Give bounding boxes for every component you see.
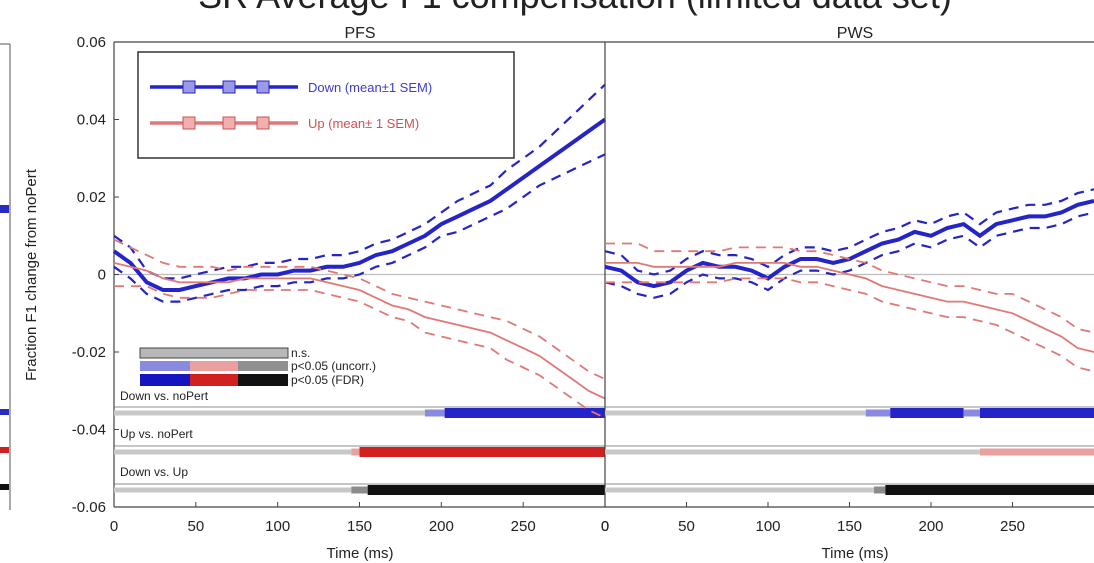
sig-legend-fdr-blue — [140, 374, 190, 386]
sig-bar-pws-0-2 — [890, 408, 964, 418]
sig-bar-pws-0-3 — [963, 409, 980, 417]
panel-pws: 0 50 100 150 200 250 — [601, 41, 1094, 535]
x-tick-label-pws-4: 200 — [918, 518, 943, 535]
legend-marker-up-3 — [256, 116, 270, 130]
y-tick-label-6: -0.06 — [72, 499, 106, 516]
comparison-label-up-vs-nopert: Up vs. noPert — [120, 427, 193, 441]
sig-bar-pws-1-0 — [605, 449, 980, 455]
sig-bar-pfs-0-1 — [424, 409, 445, 417]
comparison-label-down-vs-up: Down vs. Up — [120, 465, 188, 479]
x-tick-label-pws-0: 0 — [601, 518, 609, 535]
x-axis-label-pws: Time (ms) — [822, 545, 889, 562]
series-up-sem-upper-pfs — [113, 238, 606, 380]
sig-bar-pfs-0-0 — [114, 410, 425, 416]
x-tick-label-pfs-0: 0 — [110, 518, 118, 535]
comparison-label-down-vs-nopert: Down vs. noPert — [120, 389, 209, 403]
legend-label-down: Down (mean±1 SEM) — [308, 80, 432, 95]
series-up-sem-upper-pws — [605, 242, 1094, 334]
legend-marker-down-3 — [256, 80, 270, 94]
series-down-mean-pfs — [112, 117, 607, 292]
x-tick-label-pws-5: 250 — [1000, 518, 1025, 535]
sig-bar-pfs-1-2 — [359, 447, 605, 457]
sig-bar-pfs-0-2 — [444, 408, 605, 418]
series-up-sem-lower-pws — [605, 277, 1094, 373]
sig-bar-pws-2-2 — [885, 485, 1094, 495]
sig-legend-label-fdr: p<0.05 (FDR) — [291, 373, 364, 387]
legend-marker-down-2 — [222, 80, 236, 94]
sig-bar-pfs-1-0 — [114, 449, 352, 455]
legend-marker-up-1 — [182, 116, 196, 130]
sig-bar-pfs-2-2 — [367, 485, 605, 495]
y-tick-label-4: -0.02 — [72, 344, 106, 361]
sig-bar-pws-1-1 — [979, 448, 1094, 456]
sig-bar-pws-2-0 — [605, 487, 874, 493]
y-tick-label-5: -0.04 — [72, 422, 106, 439]
y-tick-label-0: 0.06 — [77, 34, 106, 51]
sig-bar-pfs-2-1 — [351, 486, 368, 494]
sig-bar-pws-0-4 — [979, 408, 1094, 418]
x-tick-label-pfs-5: 250 — [511, 518, 536, 535]
y-axis-label: Fraction F1 change from noPert — [23, 168, 40, 381]
legend: Down (mean±1 SEM) Up (mean± 1 SEM) — [137, 51, 515, 159]
panel-title-pfs: PFS — [344, 25, 375, 42]
sig-legend-label-ns: n.s. — [291, 346, 310, 360]
x-tick-label-pfs-3: 150 — [347, 518, 372, 535]
x-tick-label-pfs-2: 100 — [265, 518, 290, 535]
y-tick-label-1: 0.04 — [77, 112, 106, 129]
sig-legend-uncorr-blue — [140, 361, 190, 371]
x-tick-label-pws-1: 50 — [678, 518, 695, 535]
x-tick-label-pfs-6: 0 — [601, 518, 609, 535]
x-tick-label-pfs-4: 200 — [429, 518, 454, 535]
legend-box — [137, 51, 515, 159]
sig-legend-fdr-black — [238, 374, 288, 386]
sig-bar-pws-2-1 — [873, 486, 886, 494]
legend-marker-down-1 — [182, 80, 196, 94]
panel-title-pws: PWS — [837, 25, 873, 42]
sig-bar-pws-0-0 — [605, 410, 866, 416]
y-tick-label-3: 0 — [98, 267, 106, 284]
x-tick-label-pws-3: 150 — [837, 518, 862, 535]
x-tick-label-pfs-1: 50 — [187, 518, 204, 535]
sig-legend-label-uncorr: p<0.05 (uncorr.) — [291, 359, 376, 373]
sig-legend-uncorr-red — [190, 361, 238, 371]
legend-label-up: Up (mean± 1 SEM) — [308, 116, 419, 131]
series-up-mean-pfs — [113, 262, 606, 400]
figure-title: SR Average F1 compensation (limited data… — [198, 0, 952, 16]
series-down-sem-lower-pws — [604, 211, 1094, 299]
series-up-mean-pws — [605, 262, 1094, 353]
significance-legend: n.s. p<0.05 (uncorr.) p<0.05 (FDR) — [139, 346, 376, 387]
sig-bar-pws-0-1 — [865, 409, 891, 417]
y-tick-label-2: 0.02 — [77, 189, 106, 206]
sig-legend-ns-swatch — [139, 347, 289, 359]
legend-marker-up-2 — [222, 116, 236, 130]
sig-bar-pfs-1-1 — [351, 448, 360, 456]
sig-legend-fdr-red — [190, 374, 238, 386]
panel-pfs: 0 50 100 150 200 250 0 0.06 0.04 0.02 0 -0.02 -0.04 -… — [72, 34, 609, 535]
series-down-sem-lower-pfs — [113, 153, 606, 303]
series-up-sem-lower-pfs — [114, 285, 606, 419]
sig-bar-pfs-2-0 — [114, 487, 352, 493]
series-down-sem-upper-pws — [604, 188, 1094, 276]
sig-legend-uncorr-grey — [238, 361, 288, 371]
x-axis-label-pfs: Time (ms) — [327, 545, 394, 562]
x-tick-label-pws-2: 100 — [755, 518, 780, 535]
series-down-mean-pws — [604, 198, 1094, 289]
cropped-left-panel — [0, 43, 11, 510]
